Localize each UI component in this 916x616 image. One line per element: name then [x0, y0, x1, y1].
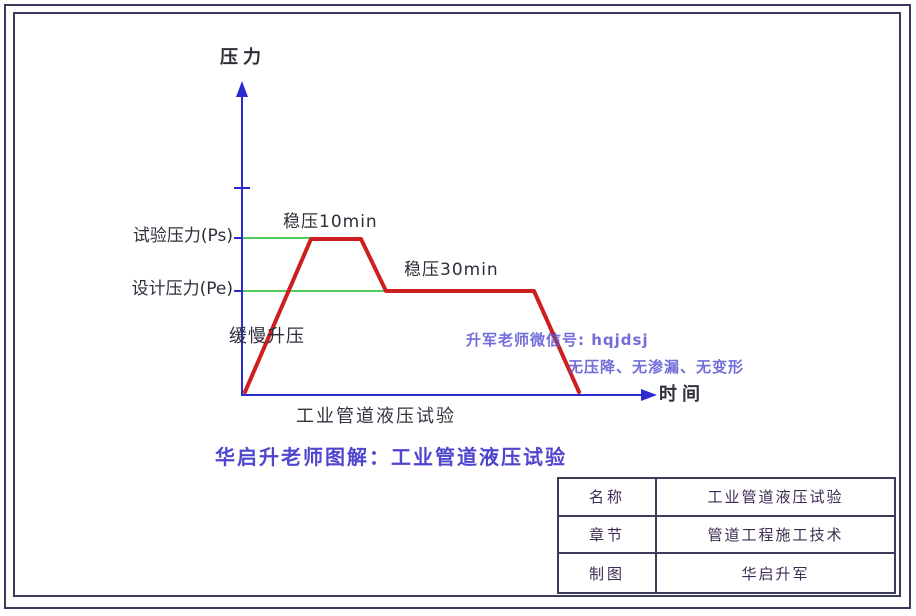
title-block-row1-value: 工业管道液压试验	[657, 479, 894, 517]
inner-border	[13, 12, 901, 597]
title-block-row2-label: 章节	[559, 516, 657, 555]
pressure-curve	[243, 237, 581, 394]
title-block-table: 名称 工业管道液压试验 章节 管道工程施工技术 制图 华启升军	[557, 477, 896, 594]
outer-border	[4, 4, 911, 609]
diagram-caption: 华启升老师图解：工业管道液压试验	[215, 445, 567, 469]
y-axis-arrow-icon	[236, 81, 248, 97]
title-block-row1-label: 名称	[559, 479, 657, 517]
test-pressure-label: 试验压力(Ps)	[132, 226, 233, 246]
x-axis-arrow-icon	[641, 389, 657, 401]
ramp-up-label: 缓慢升压	[229, 326, 305, 347]
x-axis-title: 时间	[659, 384, 705, 405]
title-block-row2-value: 管道工程施工技术	[657, 517, 894, 555]
watermark-criteria: 无压降、无渗漏、无变形	[568, 358, 745, 376]
axis-sublabel: 工业管道液压试验	[296, 406, 456, 427]
design-pressure-label: 设计压力(Pe)	[131, 279, 233, 299]
watermark-wechat: 升军老师微信号: hqjdsj	[466, 331, 649, 349]
hold-10min-label: 稳压10min	[283, 212, 378, 232]
title-block-row3-label: 制图	[559, 554, 657, 592]
title-block-row3-value: 华启升军	[741, 564, 810, 583]
hold-30min-label: 稳压30min	[404, 260, 499, 280]
y-axis-title: 压力	[220, 47, 266, 68]
